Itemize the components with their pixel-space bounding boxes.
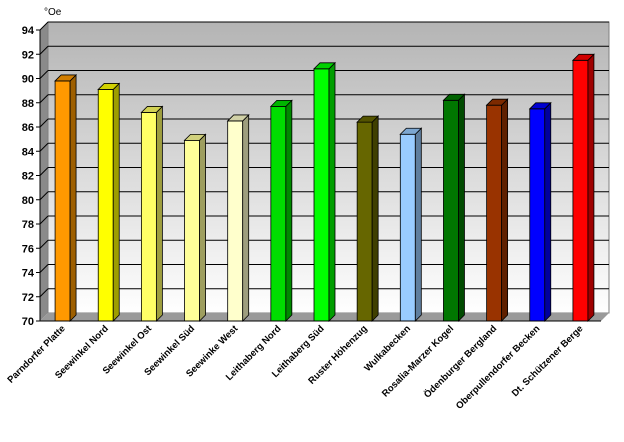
y-tick-label: 90 xyxy=(22,74,34,86)
x-tick-label: Oberpullendorfer Becken xyxy=(454,323,543,412)
y-tick-label: 76 xyxy=(22,243,34,255)
y-axis-unit-label: °Oe xyxy=(44,7,62,18)
y-tick-label: 78 xyxy=(22,219,34,231)
y-tick-label: 74 xyxy=(22,268,35,280)
bar-side xyxy=(69,73,77,322)
gridline-88 xyxy=(39,94,49,104)
bar-11 xyxy=(485,98,509,322)
bar-front xyxy=(54,80,71,322)
bar-front xyxy=(356,121,373,322)
bar-front xyxy=(97,89,114,322)
bar-top xyxy=(528,102,552,110)
bars xyxy=(54,53,595,322)
bar-top xyxy=(269,99,293,107)
bar-top xyxy=(485,98,509,106)
bar-12 xyxy=(528,101,552,322)
y-tick-label: 88 xyxy=(22,98,34,110)
y-tick-labels: 70 72 74 76 78 80 82 84 86 88 90 92 94 xyxy=(22,25,40,328)
y-tick-label: 84 xyxy=(22,146,35,158)
y-tick-label: 70 xyxy=(22,316,34,328)
bar-5 xyxy=(226,113,250,322)
bar-9 xyxy=(399,127,423,322)
bar-front xyxy=(313,68,330,322)
bar-2 xyxy=(97,82,121,322)
bar-side xyxy=(155,105,163,322)
gridline-84 xyxy=(39,142,49,152)
bar-8 xyxy=(356,115,380,322)
y-tick-label: 94 xyxy=(22,25,35,37)
gridline-90 xyxy=(39,70,49,79)
gridline-76 xyxy=(39,239,49,249)
y-tick-label: 80 xyxy=(22,195,34,207)
gridline-86 xyxy=(39,118,49,128)
gridline-92 xyxy=(39,45,49,55)
bar-side xyxy=(285,99,293,322)
bar-top xyxy=(442,93,466,101)
bar-7 xyxy=(313,61,336,322)
bar-front xyxy=(270,105,287,322)
y-tick-label: 92 xyxy=(22,49,34,61)
gridline-72 xyxy=(39,288,49,298)
bar-front xyxy=(529,108,546,322)
gridline-82 xyxy=(39,167,49,176)
bar-front xyxy=(184,139,200,322)
gridline-94 xyxy=(39,21,49,31)
bar-1 xyxy=(54,73,78,322)
bar-side xyxy=(199,133,206,322)
gridline-78 xyxy=(39,215,49,225)
bar-front xyxy=(399,133,416,322)
bar-side xyxy=(112,82,120,322)
bar-side xyxy=(544,101,552,322)
bar-side xyxy=(414,127,422,322)
bar-front xyxy=(227,120,244,322)
bar-13 xyxy=(571,53,595,322)
bar-side xyxy=(501,98,509,322)
bar-side xyxy=(328,61,336,322)
x-tick-label: Rosalia-Marzer Kogel xyxy=(380,323,456,399)
bar-side xyxy=(587,53,595,322)
bar-top xyxy=(97,83,121,90)
bar-top xyxy=(313,62,336,70)
bar-top xyxy=(183,133,207,141)
bar-top xyxy=(54,74,78,82)
bar-4 xyxy=(183,133,207,322)
bar-side xyxy=(242,113,250,322)
bar-10 xyxy=(442,93,466,322)
y-tick-label: 86 xyxy=(22,122,34,134)
gridline-80 xyxy=(39,191,49,201)
y-tick-label: 72 xyxy=(22,292,34,304)
bar-side xyxy=(371,115,379,322)
y-tick-label: 82 xyxy=(22,171,34,183)
bar-front xyxy=(572,59,589,322)
bar-front xyxy=(140,112,157,322)
bar-side xyxy=(458,93,465,322)
bar-6 xyxy=(269,99,293,322)
gridline-74 xyxy=(39,264,49,273)
bar-top xyxy=(356,115,380,123)
x-tick-label: Dt. Schützener Berge xyxy=(510,323,586,399)
bar-front xyxy=(443,99,459,322)
x-tick-label: Ödenburger Bergland xyxy=(422,323,499,400)
bar-3 xyxy=(140,105,164,322)
bar-top xyxy=(571,53,595,61)
bar-top xyxy=(226,114,250,122)
bar-front xyxy=(486,104,503,322)
bar-top xyxy=(140,106,164,113)
bar-top xyxy=(399,127,423,135)
